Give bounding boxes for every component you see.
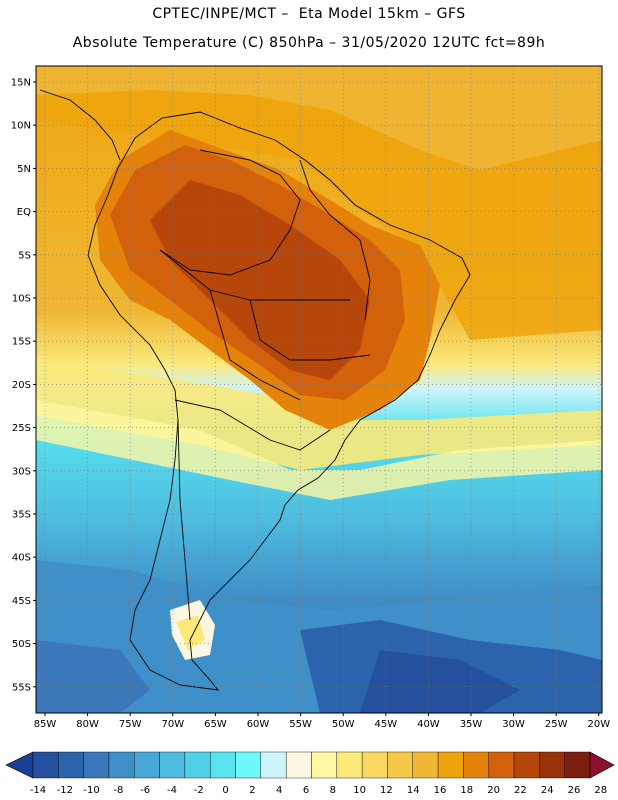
- lat-tick-label: 35S: [12, 510, 31, 521]
- colorbar-tick-label: -4: [167, 785, 177, 796]
- lat-tick-label: 50S: [12, 639, 31, 650]
- colorbar-tick-label: 14: [407, 785, 420, 796]
- colorbar-tick-label: -14: [30, 785, 46, 796]
- lon-tick-label: 75W: [119, 719, 142, 730]
- lat-tick-label: 45S: [12, 596, 31, 607]
- colorbar-max-arrow: [589, 751, 615, 779]
- colorbar-cell: [134, 751, 160, 779]
- lon-tick-label: 60W: [247, 719, 270, 730]
- longitude-axis: 85W 80W 75W 70W 65W 60W 55W 50W 45W 40W 35W 30W 25W 2…: [34, 713, 610, 730]
- lat-tick-label: 10S: [12, 294, 31, 305]
- lon-tick-label: 40W: [417, 719, 440, 730]
- lon-tick-label: 35W: [460, 719, 483, 730]
- lon-tick-label: 30W: [502, 719, 525, 730]
- lat-tick-label: 55S: [12, 682, 31, 693]
- colorbar-cell: [184, 751, 211, 779]
- colorbar-cell: [32, 751, 59, 779]
- colorbar-tick-label: 26: [568, 785, 581, 796]
- lat-tick-label: 10N: [11, 121, 31, 132]
- lon-tick-label: 85W: [34, 719, 57, 730]
- colorbar-cell: [387, 751, 413, 779]
- colorbar-tick-label: 6: [303, 785, 309, 796]
- colorbar-tick-label: 8: [330, 785, 336, 796]
- temperature-field: [36, 66, 602, 713]
- lon-tick-label: 20W: [587, 719, 610, 730]
- lon-tick-label: 45W: [374, 719, 397, 730]
- colorbar-tick-label: -2: [194, 785, 204, 796]
- lat-tick-label: 30S: [12, 466, 31, 477]
- colorbar-cell: [285, 751, 312, 779]
- colorbar-tick-label: 28: [594, 785, 607, 796]
- colorbar-cell: [463, 751, 489, 779]
- lon-tick-label: 50W: [332, 719, 355, 730]
- colorbar-cell: [159, 751, 186, 779]
- colorbar-tick-label: 12: [380, 785, 393, 796]
- lat-tick-label: 40S: [12, 553, 31, 564]
- colorbar-tick-label: -6: [140, 785, 150, 796]
- colorbar-cell: [539, 751, 565, 779]
- lat-tick-label: 25S: [12, 423, 31, 434]
- colorbar-tick-label: -10: [83, 785, 99, 796]
- colorbar-tick-label: -8: [113, 785, 123, 796]
- colorbar-cell: [108, 751, 135, 779]
- colorbar-tick-label: 18: [460, 785, 473, 796]
- colorbar-cell: [336, 751, 363, 779]
- colorbar-cell: [513, 751, 540, 779]
- colorbar-tick-label: 4: [276, 785, 282, 796]
- lat-tick-label: 15S: [12, 337, 31, 348]
- colorbar-tick-label: 2: [249, 785, 255, 796]
- temperature-map: 15N 10N 5N EQ 5S 10S 15S 20S 25S 30S 35S 40S 45S 50S 5…: [11, 65, 610, 730]
- colorbar-cell: [437, 751, 464, 779]
- lon-tick-label: 25W: [545, 719, 568, 730]
- latitude-axis: 15N 10N 5N EQ 5S 10S 15S 20S 25S 30S 35S 40S 45S 50S 5…: [11, 78, 36, 693]
- lon-tick-label: 80W: [76, 719, 99, 730]
- colorbar-min-arrow: [5, 751, 34, 779]
- colorbar-tick-label: 0: [222, 785, 228, 796]
- colorbar-cell: [83, 751, 110, 779]
- colorbar-tick-label: 24: [541, 785, 554, 796]
- lat-tick-label: 15N: [11, 78, 31, 89]
- colorbar-tick-label: 16: [434, 785, 447, 796]
- colorbar-cell: [311, 751, 338, 779]
- lat-tick-label: 5S: [18, 250, 31, 261]
- colorbar-cell: [58, 751, 84, 779]
- colorbar-tick-label: 10: [353, 785, 366, 796]
- colorbar-cell: [488, 751, 515, 779]
- chart-title-line-1: CPTEC/INPE/MCT – Eta Model 15km – GFS: [152, 6, 466, 22]
- lat-tick-label: 20S: [12, 380, 31, 391]
- colorbar-cell: [564, 751, 591, 779]
- colorbar: -14 -12 -10 -8 -6 -4 -2 0 2 4 6 8 10 12 14 16 18 20 22 24 26…: [5, 751, 615, 796]
- colorbar-cell: [412, 751, 439, 779]
- lat-tick-label: 5N: [17, 164, 31, 175]
- colorbar-tick-label: -12: [57, 785, 73, 796]
- lat-tick-label: EQ: [17, 207, 31, 218]
- map-frame: [35, 65, 603, 714]
- coastline-borders: [39, 89, 471, 691]
- colorbar-cell: [210, 751, 236, 779]
- lon-tick-label: 55W: [289, 719, 312, 730]
- lon-tick-label: 65W: [204, 719, 227, 730]
- lon-tick-label: 70W: [161, 719, 184, 730]
- colorbar-tick-label: 20: [487, 785, 500, 796]
- colorbar-cell: [235, 751, 262, 779]
- colorbar-cell: [260, 751, 287, 779]
- colorbar-cell: [361, 751, 388, 779]
- chart-title-line-2: Absolute Temperature (C) 850hPa – 31/05/…: [72, 35, 546, 51]
- colorbar-tick-label: 22: [514, 785, 527, 796]
